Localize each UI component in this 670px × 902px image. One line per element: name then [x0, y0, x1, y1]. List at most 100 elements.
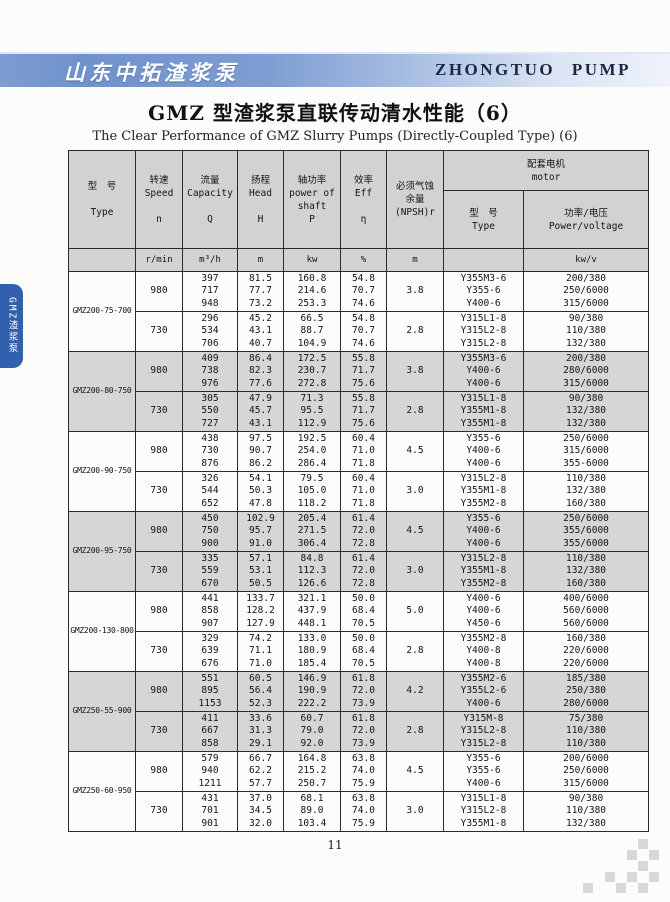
- speed-cell: 730: [135, 471, 183, 512]
- motor-power-cell: 250/6000 315/6000 355-6000: [522, 431, 650, 472]
- head-cell: 54.1 50.3 47.8: [237, 471, 284, 512]
- capacity-cell: 326 544 652: [182, 471, 238, 512]
- motor-type-cell: Y315L1-8 Y315L2-8 Y355M1-8: [443, 791, 524, 832]
- capacity-cell: 431 701 901: [182, 791, 238, 832]
- motor-type-cell: Y355M2-6 Y355L2-6 Y400-6: [443, 671, 524, 712]
- col-header-speed: 转速 Speed n: [135, 150, 183, 249]
- table-header-row-2: 型 号 Type 功率/电压 Power/voltage: [69, 190, 650, 249]
- head-cell: 45.2 43.1 40.7: [237, 311, 284, 352]
- eff-cell: 61.8 72.0 73.9: [340, 711, 387, 752]
- speed-cell: 730: [135, 631, 183, 672]
- unit-head: m: [237, 248, 284, 272]
- side-tab-gmz: GMZ渣浆泵: [0, 284, 23, 368]
- col-header-motor-type: 型 号 Type: [443, 190, 524, 249]
- motor-power-cell: 90/380 110/380 132/380: [522, 791, 650, 832]
- unit-motor-power: kw/v: [522, 248, 650, 272]
- head-cell: 97.5 90.7 86.2: [237, 431, 284, 472]
- col-header-capacity: 流量 Capacity Q: [182, 150, 238, 249]
- eff-cell: 60.4 71.0 71.8: [340, 471, 387, 512]
- shaft-power-cell: 133.0 180.9 185.4: [283, 631, 341, 672]
- unit-type: [68, 248, 136, 272]
- table-row: GMZ250-60-950 980 579 940 1211 66.7 62.2 57…: [68, 751, 650, 832]
- page-title-zh: GMZ 型渣浆泵直联传动清水性能（6）: [148, 101, 522, 125]
- capacity-cell: 296 534 706: [182, 311, 238, 352]
- eff-cell: 60.4 71.0 71.8: [340, 431, 387, 472]
- motor-power-cell: 75/380 110/380 110/380: [522, 711, 650, 752]
- eff-cell: 54.8 70.7 74.6: [340, 271, 387, 312]
- head-cell: 81.5 77.7 73.2: [237, 271, 284, 312]
- checker-square: [638, 883, 648, 893]
- pump-type-cell: GMZ250-60-950: [68, 751, 136, 832]
- npsh-cell: 4.2: [386, 671, 444, 712]
- shaft-power-cell: 172.5 230.7 272.8: [283, 351, 341, 392]
- table-row: GMZ200-130-800 980 441 858 907 133.7 128.2 …: [68, 591, 650, 672]
- col-header-type: 型 号 Type: [68, 150, 136, 249]
- npsh-cell: 3.0: [386, 471, 444, 512]
- table-units-row: r/min m³/h m kw % m kw/v: [68, 248, 650, 272]
- col-header-eff: 效率 Eff η: [340, 150, 387, 249]
- shaft-power-cell: 192.5 254.0 286.4: [283, 431, 341, 472]
- capacity-cell: 579 940 1211: [182, 751, 238, 792]
- company-logo-text: 山东中拓渣浆泵: [64, 60, 239, 85]
- motor-type-cell: Y355M2-8 Y400-8 Y400-8: [443, 631, 524, 672]
- npsh-cell: 2.8: [386, 631, 444, 672]
- pump-type-cell: GMZ200-130-800: [68, 591, 136, 672]
- page-title-en: The Clear Performance of GMZ Slurry Pump…: [92, 129, 578, 144]
- pump-type-cell: GMZ200-75-700: [68, 271, 136, 352]
- unit-capacity: m³/h: [182, 248, 238, 272]
- head-cell: 60.5 56.4 52.3: [237, 671, 284, 712]
- pump-type-cell: GMZ250-55-900: [68, 671, 136, 752]
- motor-type-cell: Y355M3-6 Y400-6 Y400-6: [443, 351, 524, 392]
- head-cell: 47.9 45.7 43.1: [237, 391, 284, 432]
- performance-table: 型 号 Type 转速 Speed n 流量 Capacity Q 扬程 Hea…: [68, 150, 650, 832]
- motor-type-cell: Y315L1-8 Y315L2-8 Y315L2-8: [443, 311, 524, 352]
- shaft-power-cell: 68.1 89.0 103.4: [283, 791, 341, 832]
- motor-type-cell: Y355M3-6 Y355-6 Y400-6: [443, 271, 524, 312]
- npsh-cell: 4.5: [386, 511, 444, 552]
- npsh-cell: 2.8: [386, 711, 444, 752]
- shaft-power-cell: 321.1 437.9 448.1: [283, 591, 341, 632]
- motor-power-cell: 200/380 250/6000 315/6000: [522, 271, 650, 312]
- motor-type-cell: Y400-6 Y400-6 Y450-6: [443, 591, 524, 632]
- eff-cell: 55.8 71.7 75.6: [340, 351, 387, 392]
- table-row: 730 335 559 670 57.1 53.1 50.5 84.8 112.3 1…: [69, 551, 650, 592]
- shaft-power-cell: 164.8 215.2 250.7: [283, 751, 341, 792]
- unit-npsh: m: [386, 248, 444, 272]
- npsh-cell: 4.5: [386, 751, 444, 792]
- speed-cell: 730: [135, 711, 183, 752]
- table-row: GMZ200-95-750 980 450 750 900 102.9 95.7 91…: [68, 511, 650, 592]
- eff-cell: 61.8 72.0 73.9: [340, 671, 387, 712]
- speed-cell: 730: [135, 311, 183, 352]
- checker-square: [638, 861, 648, 871]
- motor-power-cell: 250/6000 355/6000 355/6000: [522, 511, 650, 552]
- motor-power-cell: 90/380 132/380 132/380: [522, 391, 650, 432]
- page-number: 11: [327, 838, 343, 852]
- speed-cell: 980: [135, 751, 183, 792]
- eff-cell: 61.4 72.0 72.8: [340, 551, 387, 592]
- motor-power-cell: 200/380 280/6000 315/6000: [522, 351, 650, 392]
- head-cell: 57.1 53.1 50.5: [237, 551, 284, 592]
- unit-speed: r/min: [135, 248, 183, 272]
- shaft-power-cell: 146.9 190.9 222.2: [283, 671, 341, 712]
- speed-cell: 980: [135, 431, 183, 472]
- motor-power-cell: 110/380 132/380 160/380: [522, 551, 650, 592]
- capacity-cell: 397 717 948: [182, 271, 238, 312]
- speed-cell: 730: [135, 391, 183, 432]
- col-header-motor-power: 功率/电压 Power/voltage: [522, 190, 650, 249]
- motor-power-cell: 90/380 110/380 132/380: [522, 311, 650, 352]
- table-row: GMZ200-90-750 980 438 730 876 97.5 90.7 86.…: [68, 431, 650, 512]
- shaft-power-cell: 84.8 112.3 126.6: [283, 551, 341, 592]
- table-row: GMZ200-75-700 980 397 717 948 81.5 77.7 73.…: [68, 271, 650, 352]
- head-cell: 74.2 71.1 71.0: [237, 631, 284, 672]
- motor-power-cell: 400/6000 560/6000 560/6000: [522, 591, 650, 632]
- unit-eff: %: [340, 248, 387, 272]
- shaft-power-cell: 66.5 88.7 104.9: [283, 311, 341, 352]
- capacity-cell: 305 550 727: [182, 391, 238, 432]
- npsh-cell: 3.8: [386, 351, 444, 392]
- eff-cell: 50.0 68.4 70.5: [340, 631, 387, 672]
- motor-power-cell: 200/6000 250/6000 315/6000: [522, 751, 650, 792]
- table-row: 730 296 534 706 45.2 43.1 40.7 66.5 88.7 10…: [69, 311, 650, 352]
- unit-shaft-power: kw: [283, 248, 341, 272]
- shaft-power-cell: 79.5 105.0 118.2: [283, 471, 341, 512]
